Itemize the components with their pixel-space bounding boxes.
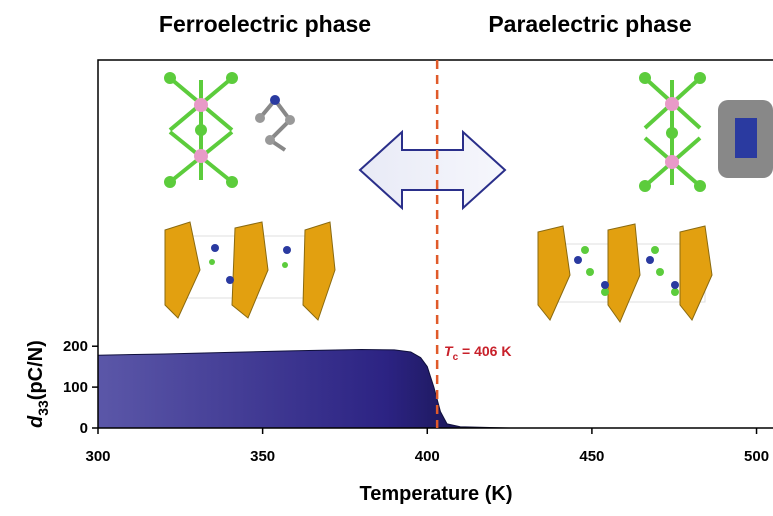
y-axis-label: d33(pC/N) [25, 340, 51, 428]
y-axis-label-symbol: d [25, 415, 47, 428]
y-axis-label-sub: 33 [35, 400, 51, 416]
phase-label: Paraelectric phase [488, 11, 691, 37]
x-tick-label: 350 [250, 448, 275, 465]
x-tick-label: 500 [744, 448, 769, 465]
double-arrow [360, 132, 505, 208]
chart: Ferroelectric phase Paraelectric phase 3… [0, 0, 773, 511]
x-tick-label: 450 [579, 448, 604, 465]
y-tick-label: 200 [63, 338, 88, 355]
x-tick-label: 400 [415, 448, 440, 465]
area [98, 349, 510, 428]
y-tick-label: 100 [63, 379, 88, 396]
phase-label: Ferroelectric phase [159, 11, 371, 37]
y-axis-label-unit: (pC/N) [25, 340, 47, 400]
tc-annotation: Tc = 406 K [444, 343, 511, 363]
x-axis-label: Temperature (K) [360, 483, 513, 505]
y-tick-label: 0 [80, 420, 88, 437]
tc-value: = 406 K [458, 343, 511, 359]
x-tick-label: 300 [85, 448, 110, 465]
